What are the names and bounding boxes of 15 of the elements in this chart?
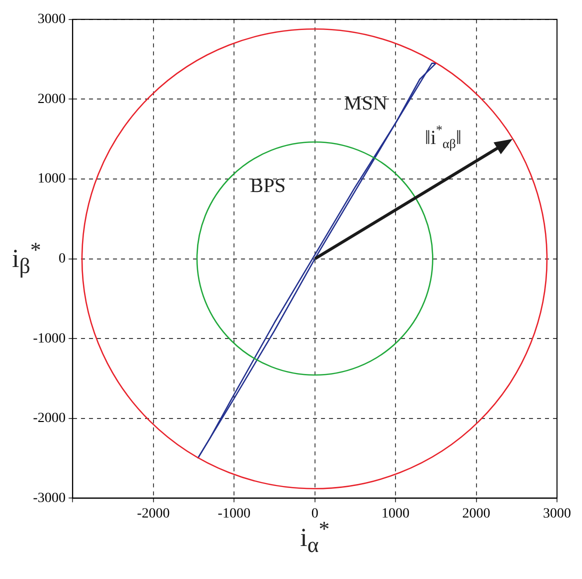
- x-tick-label: -2000: [137, 506, 170, 522]
- y-tick-label: -2000: [32, 411, 66, 426]
- y-tick-label: 1000: [38, 172, 66, 187]
- x-tick-label: 0: [311, 506, 318, 522]
- x-tick-label: 3000: [543, 506, 571, 522]
- y-tick-label: -3000: [32, 490, 66, 506]
- x-tick-label: 2000: [462, 506, 490, 522]
- x-tick-label: 1000: [382, 506, 410, 522]
- y-tick-label: 3000: [38, 12, 66, 28]
- y-tick-label: 2000: [38, 92, 66, 107]
- annotation: BPS: [250, 175, 286, 198]
- annotation: MSN: [344, 92, 388, 114]
- y-tick-label: 0: [58, 251, 66, 266]
- y-tick-label: -1000: [32, 331, 66, 346]
- x-tick-label: -1000: [218, 506, 250, 522]
